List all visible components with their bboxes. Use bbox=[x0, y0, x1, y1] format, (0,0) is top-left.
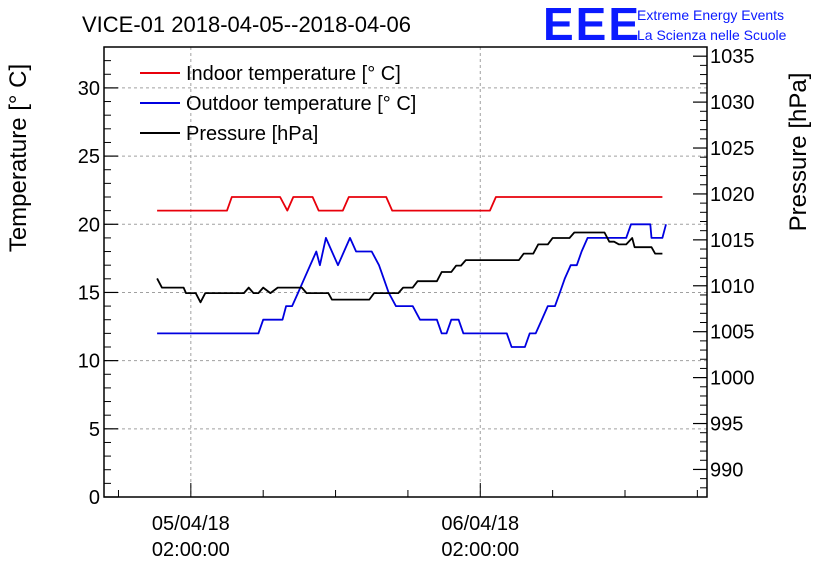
right-tick-label: 1010 bbox=[710, 276, 755, 298]
series-line-2 bbox=[156, 231, 663, 304]
right-tick-label: 1015 bbox=[710, 230, 755, 252]
legend: Indoor temperature [° C] Outdoor temperat… bbox=[140, 63, 416, 145]
left-tick-label: 0 bbox=[89, 487, 100, 509]
chart-title: VICE-01 2018-04-05--2018-04-06 bbox=[82, 12, 411, 37]
left-tick-label: 20 bbox=[78, 214, 100, 236]
grid bbox=[104, 47, 707, 497]
series-layer bbox=[156, 196, 667, 348]
x-tick-label-time: 02:00:00 bbox=[441, 539, 519, 561]
logo-line-1: Extreme Energy Events bbox=[637, 7, 784, 23]
legend-label-1: Outdoor temperature [° C] bbox=[186, 93, 416, 115]
x-axis: 05/04/18 02:00:00 06/04/18 02:00:00 bbox=[117, 483, 698, 561]
y-axis-label-left: Temperature [° C] bbox=[5, 64, 32, 252]
right-tick-label: 990 bbox=[710, 459, 743, 481]
x-tick-label-date: 06/04/18 bbox=[441, 513, 519, 535]
legend-label-2: Pressure [hPa] bbox=[186, 123, 318, 145]
left-tick-label: 25 bbox=[78, 146, 100, 168]
x-tick-label-date: 05/04/18 bbox=[152, 513, 230, 535]
right-axis: 990 995 1000 1005 1010 1015 1020 1025 1030 1035 bbox=[693, 46, 755, 498]
legend-label-0: Indoor temperature [° C] bbox=[186, 63, 401, 85]
logo-line-2: La Scienza nelle Scuole bbox=[637, 27, 787, 43]
plot-frame bbox=[103, 46, 708, 498]
eee-logo: EEE Extreme Energy Events La Scienza nel… bbox=[543, 0, 787, 50]
right-tick-label: 1030 bbox=[710, 92, 755, 114]
right-tick-label: 1005 bbox=[710, 322, 755, 344]
y-axis-label-right: Pressure [hPa] bbox=[785, 73, 812, 232]
right-tick-label: 1025 bbox=[710, 138, 755, 160]
right-tick-label: 1000 bbox=[710, 368, 755, 390]
right-tick-label: 1020 bbox=[710, 184, 755, 206]
left-tick-label: 10 bbox=[78, 351, 100, 373]
series-line-0 bbox=[157, 196, 663, 212]
right-tick-label: 1035 bbox=[710, 46, 755, 68]
left-tick-label: 30 bbox=[78, 78, 100, 100]
x-tick-label-time: 02:00:00 bbox=[152, 539, 230, 561]
right-tick-label: 995 bbox=[710, 414, 743, 436]
left-tick-label: 15 bbox=[78, 282, 100, 304]
logo-mark: EEE bbox=[543, 0, 641, 50]
series-line-1 bbox=[157, 223, 667, 348]
left-tick-label: 5 bbox=[89, 419, 100, 441]
left-axis: 0 5 10 15 20 25 30 bbox=[78, 46, 118, 509]
